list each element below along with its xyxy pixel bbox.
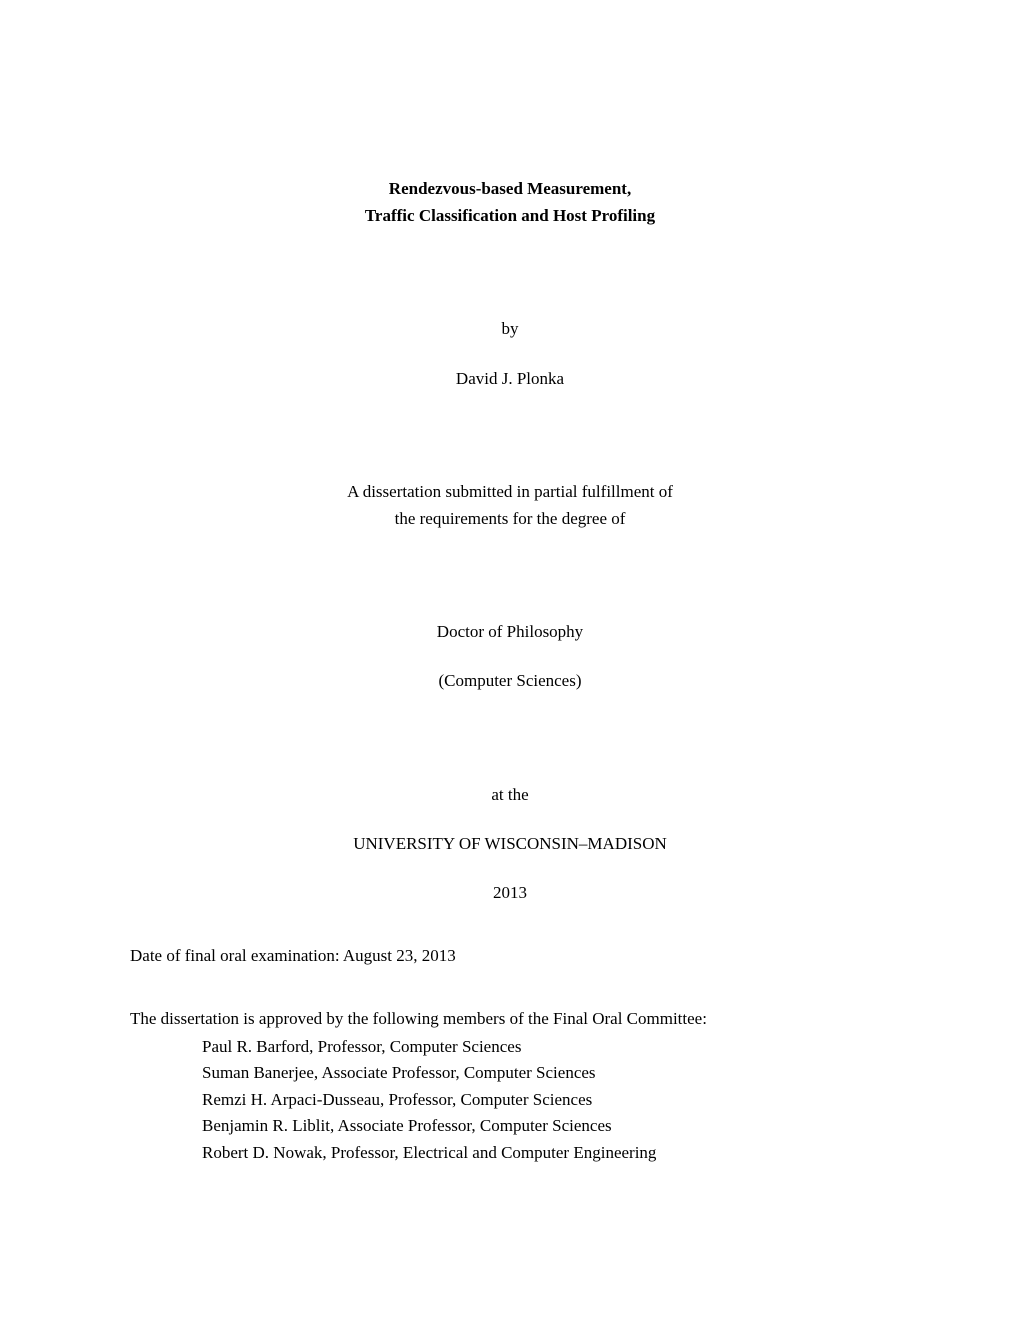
university-name: UNIVERSITY OF WISCONSIN–MADISON — [130, 830, 890, 857]
committee-member: Suman Banerjee, Associate Professor, Com… — [202, 1060, 890, 1086]
exam-date: Date of final oral examination: August 2… — [130, 946, 890, 966]
title-block: Rendezvous-based Measurement, Traffic Cl… — [130, 175, 890, 229]
committee-member: Robert D. Nowak, Professor, Electrical a… — [202, 1140, 890, 1166]
at-block: at the UNIVERSITY OF WISCONSIN–MADISON 2… — [130, 781, 890, 907]
committee-member: Remzi H. Arpaci-Dusseau, Professor, Comp… — [202, 1087, 890, 1113]
committee-member: Paul R. Barford, Professor, Computer Sci… — [202, 1034, 890, 1060]
by-block: by David J. Plonka — [130, 315, 890, 391]
title-line-1: Rendezvous-based Measurement, — [130, 175, 890, 202]
author-name: David J. Plonka — [130, 365, 890, 392]
title-line-2: Traffic Classification and Host Profilin… — [130, 202, 890, 229]
committee-member: Benjamin R. Liblit, Associate Professor,… — [202, 1113, 890, 1139]
degree-block: Doctor of Philosophy (Computer Sciences) — [130, 618, 890, 694]
degree-name: Doctor of Philosophy — [130, 618, 890, 645]
at-word: at the — [130, 781, 890, 808]
committee-section: The dissertation is approved by the foll… — [130, 1006, 890, 1165]
dissertation-title-page: Rendezvous-based Measurement, Traffic Cl… — [0, 0, 1020, 1320]
by-word: by — [130, 315, 890, 342]
fulfillment-block: A dissertation submitted in partial fulf… — [130, 478, 890, 532]
year: 2013 — [130, 879, 890, 906]
committee-intro: The dissertation is approved by the foll… — [130, 1006, 890, 1032]
committee-list: Paul R. Barford, Professor, Computer Sci… — [130, 1034, 890, 1166]
fulfillment-line-1: A dissertation submitted in partial fulf… — [130, 478, 890, 505]
fulfillment-line-2: the requirements for the degree of — [130, 505, 890, 532]
degree-field: (Computer Sciences) — [130, 667, 890, 694]
